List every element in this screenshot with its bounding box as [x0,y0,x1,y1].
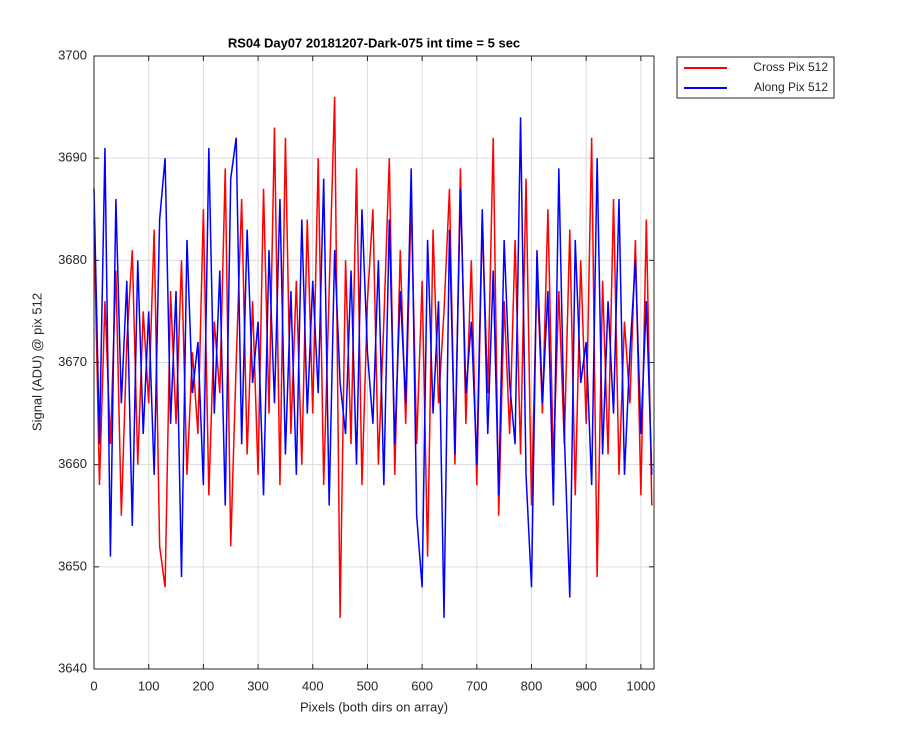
legend-box [676,56,835,99]
legend-label: Along Pix 512 [754,80,828,94]
chart-title: RS04 Day07 20181207-Dark-075 int time = … [228,35,520,50]
x-tick-label: 0 [90,678,97,693]
x-tick-label: 600 [411,678,433,693]
y-tick-label: 3680 [58,252,87,267]
x-tick-label: 900 [575,678,597,693]
y-axis-label: Signal (ADU) @ pix 512 [29,293,44,431]
y-tick-label: 3700 [58,47,87,62]
x-tick-label: 300 [247,678,269,693]
y-tick-label: 3640 [58,660,87,675]
y-tick-label: 3650 [58,558,87,573]
x-tick-label: 1000 [626,678,655,693]
y-tick-label: 3690 [58,150,87,165]
legend-label: Cross Pix 512 [753,60,828,74]
data-line [93,117,653,618]
x-axis-label: Pixels (both dirs on array) [300,699,448,714]
axes-box [93,55,655,670]
x-tick-label: 500 [357,678,379,693]
x-tick-label: 200 [193,678,215,693]
y-tick-label: 3660 [58,456,87,471]
x-tick-label: 800 [521,678,543,693]
x-tick-label: 100 [138,678,160,693]
x-tick-label: 700 [466,678,488,693]
data-line [93,96,653,618]
y-tick-label: 3670 [58,354,87,369]
x-tick-label: 400 [302,678,324,693]
